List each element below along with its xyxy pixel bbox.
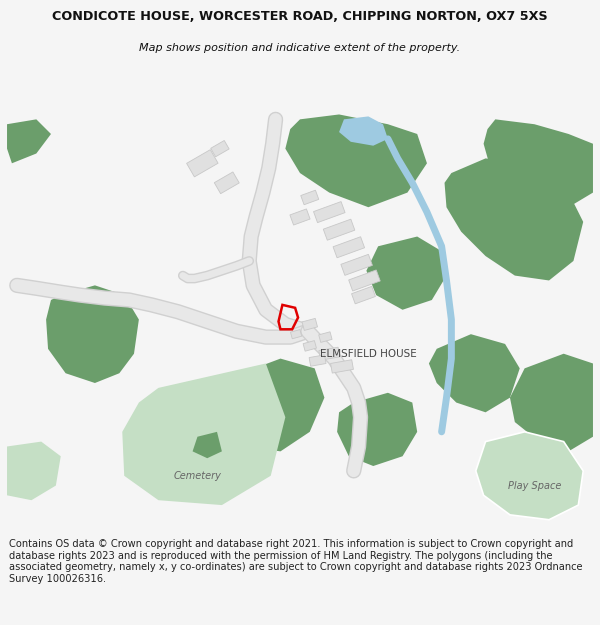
Polygon shape — [367, 236, 446, 310]
Polygon shape — [301, 190, 319, 205]
Polygon shape — [303, 341, 316, 351]
Polygon shape — [484, 119, 593, 208]
Polygon shape — [290, 209, 310, 225]
Polygon shape — [429, 334, 520, 412]
Polygon shape — [341, 254, 373, 276]
Polygon shape — [339, 116, 388, 146]
Polygon shape — [122, 364, 286, 505]
Polygon shape — [337, 392, 417, 466]
Text: Map shows position and indicative extent of the property.: Map shows position and indicative extent… — [139, 43, 461, 53]
Polygon shape — [214, 172, 239, 194]
Polygon shape — [7, 442, 61, 500]
Polygon shape — [476, 432, 583, 520]
Polygon shape — [309, 355, 326, 366]
Text: Cemetery: Cemetery — [173, 471, 221, 481]
Polygon shape — [286, 114, 427, 208]
Polygon shape — [193, 432, 222, 458]
Polygon shape — [319, 348, 340, 360]
Polygon shape — [290, 329, 302, 339]
Polygon shape — [46, 286, 139, 383]
Polygon shape — [319, 332, 332, 342]
Polygon shape — [323, 219, 355, 240]
Polygon shape — [445, 158, 583, 281]
Polygon shape — [211, 141, 229, 157]
Text: Contains OS data © Crown copyright and database right 2021. This information is : Contains OS data © Crown copyright and d… — [9, 539, 583, 584]
Polygon shape — [349, 270, 380, 291]
Polygon shape — [314, 202, 345, 222]
Text: Play Space: Play Space — [508, 481, 561, 491]
Polygon shape — [302, 318, 317, 331]
Polygon shape — [333, 237, 365, 258]
Polygon shape — [217, 359, 325, 451]
Polygon shape — [7, 119, 51, 163]
Text: ELMSFIELD HOUSE: ELMSFIELD HOUSE — [320, 349, 416, 359]
Polygon shape — [352, 286, 376, 304]
Polygon shape — [187, 149, 218, 177]
Polygon shape — [510, 354, 593, 451]
Polygon shape — [331, 360, 353, 373]
Text: CONDICOTE HOUSE, WORCESTER ROAD, CHIPPING NORTON, OX7 5XS: CONDICOTE HOUSE, WORCESTER ROAD, CHIPPIN… — [52, 11, 548, 23]
